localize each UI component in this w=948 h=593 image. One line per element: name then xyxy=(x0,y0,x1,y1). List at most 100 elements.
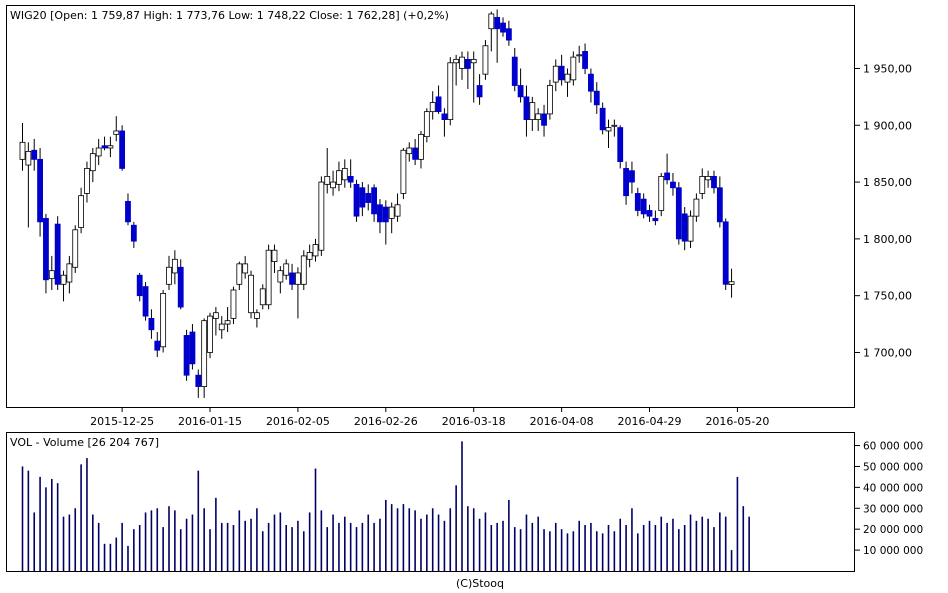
candle xyxy=(289,263,295,290)
candle-body xyxy=(476,85,483,98)
candle-body xyxy=(359,187,366,208)
candle-body xyxy=(412,147,419,160)
candle xyxy=(43,213,49,294)
candle xyxy=(552,59,559,92)
candle xyxy=(107,136,114,158)
price-x-tick-label: 2016-05-20 xyxy=(705,415,769,428)
candle-body xyxy=(664,172,670,181)
candle xyxy=(529,96,536,131)
candle xyxy=(582,43,588,75)
candle xyxy=(154,332,161,358)
candle-body xyxy=(582,51,588,69)
candle-body xyxy=(588,73,594,92)
candle xyxy=(324,147,331,194)
candle-body xyxy=(78,195,84,228)
price-x-tick-label: 2016-02-05 xyxy=(266,415,330,428)
candle-body xyxy=(195,374,202,387)
candle xyxy=(353,179,360,222)
candle xyxy=(476,74,483,105)
candle-body xyxy=(271,249,278,262)
candle xyxy=(113,116,120,142)
candle-body xyxy=(31,149,38,160)
candle-body xyxy=(464,58,471,69)
price-panel-title: WIG20 [Open: 1 759,87 High: 1 773,76 Low… xyxy=(10,9,449,22)
candle-body xyxy=(48,270,55,280)
candle-body xyxy=(253,312,260,319)
candle xyxy=(160,289,167,353)
candle-body xyxy=(382,206,389,223)
candle xyxy=(541,104,547,137)
candle xyxy=(470,51,477,103)
candle-body xyxy=(277,270,284,283)
candle xyxy=(382,200,389,245)
candle-body xyxy=(711,175,717,189)
candle xyxy=(101,136,108,151)
candle-body xyxy=(283,263,290,276)
candle xyxy=(453,54,460,86)
candle xyxy=(177,259,184,310)
volume-panel-title: VOL - Volume [26 204 767] xyxy=(10,436,159,449)
candle xyxy=(564,68,571,97)
candle xyxy=(201,318,208,398)
candle-body xyxy=(611,124,618,127)
volume-y-tick-label: 10 000 000 xyxy=(863,545,923,557)
candle-body xyxy=(406,147,413,155)
candle-body xyxy=(593,90,600,106)
candle-body xyxy=(453,58,460,64)
candle xyxy=(388,202,395,234)
candle-body xyxy=(599,107,606,131)
candle xyxy=(295,267,301,319)
candle xyxy=(441,108,448,137)
candle-body xyxy=(19,141,26,160)
candle xyxy=(547,79,553,120)
candle-body xyxy=(388,206,395,219)
candle xyxy=(617,125,624,169)
candle xyxy=(494,9,501,63)
candle xyxy=(230,286,237,325)
candle xyxy=(207,312,213,359)
candle-body xyxy=(177,266,184,308)
candle-body xyxy=(365,193,372,203)
candle-body xyxy=(547,85,553,115)
candle xyxy=(459,51,465,80)
candle-body xyxy=(341,168,348,181)
candle-body xyxy=(523,96,530,120)
candle-body xyxy=(324,175,331,185)
candle xyxy=(148,309,155,339)
candle xyxy=(265,244,272,310)
candle-body xyxy=(312,244,319,257)
candle xyxy=(588,68,594,103)
candle-body xyxy=(693,198,700,217)
candle xyxy=(593,82,600,114)
price-y-axis: 1 950,00 1 900,00 1 850,00 1 800,00 1 750,00… xyxy=(854,62,912,359)
candle-body xyxy=(66,263,73,283)
candle xyxy=(259,284,266,310)
candle xyxy=(394,193,401,222)
candle-body xyxy=(371,187,378,215)
price-x-tick-label: 2015-12-25 xyxy=(90,415,154,428)
candle xyxy=(400,147,407,200)
candle xyxy=(435,85,442,114)
candle xyxy=(277,266,284,294)
candle-body xyxy=(25,151,32,166)
candle-body xyxy=(505,28,512,41)
candle-body xyxy=(716,187,723,223)
candle xyxy=(687,210,694,248)
candle xyxy=(189,324,196,370)
candle-body xyxy=(482,45,489,75)
price-y-tick-label: 1 850,00 xyxy=(863,176,912,189)
candle xyxy=(634,187,641,217)
candle-body xyxy=(95,147,102,157)
candle xyxy=(705,170,712,188)
price-y-tick-label: 1 950,00 xyxy=(863,62,912,75)
candle-body xyxy=(552,65,559,83)
candle xyxy=(675,182,682,245)
candle-body xyxy=(494,16,501,30)
candle xyxy=(464,51,471,89)
candle xyxy=(72,225,79,273)
price-y-tick-label: 1 800,00 xyxy=(863,233,912,246)
candle-body xyxy=(142,286,149,317)
candle-body xyxy=(318,181,325,251)
candle-body xyxy=(130,224,137,242)
